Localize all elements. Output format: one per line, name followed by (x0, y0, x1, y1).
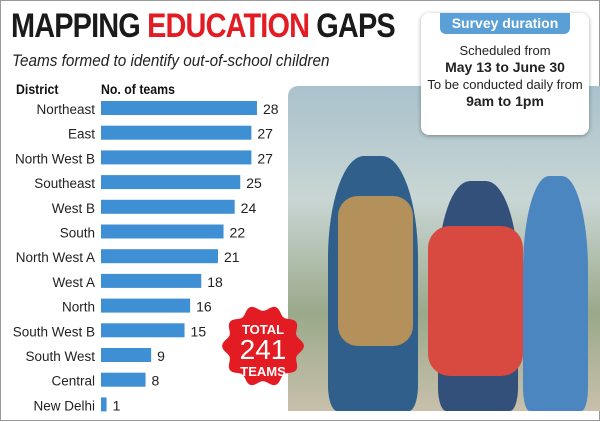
bar-chart: Northeast 28 East 27 North West B 27 Southeast… (13, 101, 279, 413)
total-badge: TOTAL 241 TEAMS (221, 304, 305, 388)
bar-east (101, 125, 252, 140)
category-label: East (68, 127, 95, 142)
schoolchildren-photo (288, 86, 600, 411)
bar-northeast (101, 101, 257, 115)
survey-line: Scheduled from (459, 43, 551, 58)
bar-south-west-b (101, 323, 185, 338)
category-label: North West B (15, 151, 95, 166)
survey-hours: 9am to 1pm (466, 93, 544, 109)
badge-bottom: TEAMS (240, 364, 286, 379)
badge-seal-shape (222, 306, 304, 386)
bar-north-west-a (101, 249, 218, 264)
survey-heading: Survey duration (439, 13, 571, 34)
category-label: West A (52, 275, 95, 290)
bar-west-a (101, 273, 202, 288)
bar-west-b (101, 199, 235, 214)
badge-top: TOTAL (241, 322, 285, 337)
value-label: 18 (207, 274, 223, 290)
x-axis-label: No. of teams (101, 81, 175, 97)
value-label: 8 (152, 373, 160, 389)
bar-central (101, 372, 146, 387)
category-label: New Delhi (33, 398, 95, 413)
value-label: 28 (263, 101, 279, 117)
subtitle: Teams formed to identify out-of-school c… (12, 51, 330, 70)
bar-north-west-b (101, 150, 252, 165)
value-label: 1 (113, 397, 121, 413)
page-title: MAPPING EDUCATION GAPS (11, 7, 396, 45)
category-label: South West B (13, 324, 95, 339)
value-label: 22 (230, 225, 246, 241)
value-label: 15 (191, 323, 207, 339)
value-label: 25 (246, 175, 262, 191)
category-label: South (60, 226, 95, 241)
bar-southeast (101, 175, 241, 190)
y-axis-label: District (16, 81, 59, 97)
category-label: West B (52, 201, 95, 216)
value-label: 27 (257, 126, 273, 142)
survey-dates: May 13 to June 30 (445, 59, 565, 75)
value-label: 24 (241, 200, 257, 216)
bar-south (101, 224, 224, 239)
category-label: South West (25, 349, 95, 364)
category-label: North (62, 300, 95, 315)
value-label: 16 (196, 299, 212, 315)
bar-south-west (101, 348, 152, 362)
category-label: North West A (16, 250, 95, 265)
survey-line: To be conducted daily from (427, 77, 583, 92)
value-label: 27 (257, 150, 273, 166)
value-label: 9 (157, 348, 165, 364)
bar-new-delhi (101, 397, 107, 412)
value-label: 21 (224, 249, 240, 265)
survey-duration-box: Survey duration Scheduled from May 13 to… (421, 13, 589, 135)
bar-north (101, 298, 191, 313)
category-label: Northeast (36, 102, 95, 117)
category-label: Southeast (34, 176, 95, 191)
category-label: Central (51, 374, 95, 389)
badge-value: 241 (239, 334, 287, 365)
